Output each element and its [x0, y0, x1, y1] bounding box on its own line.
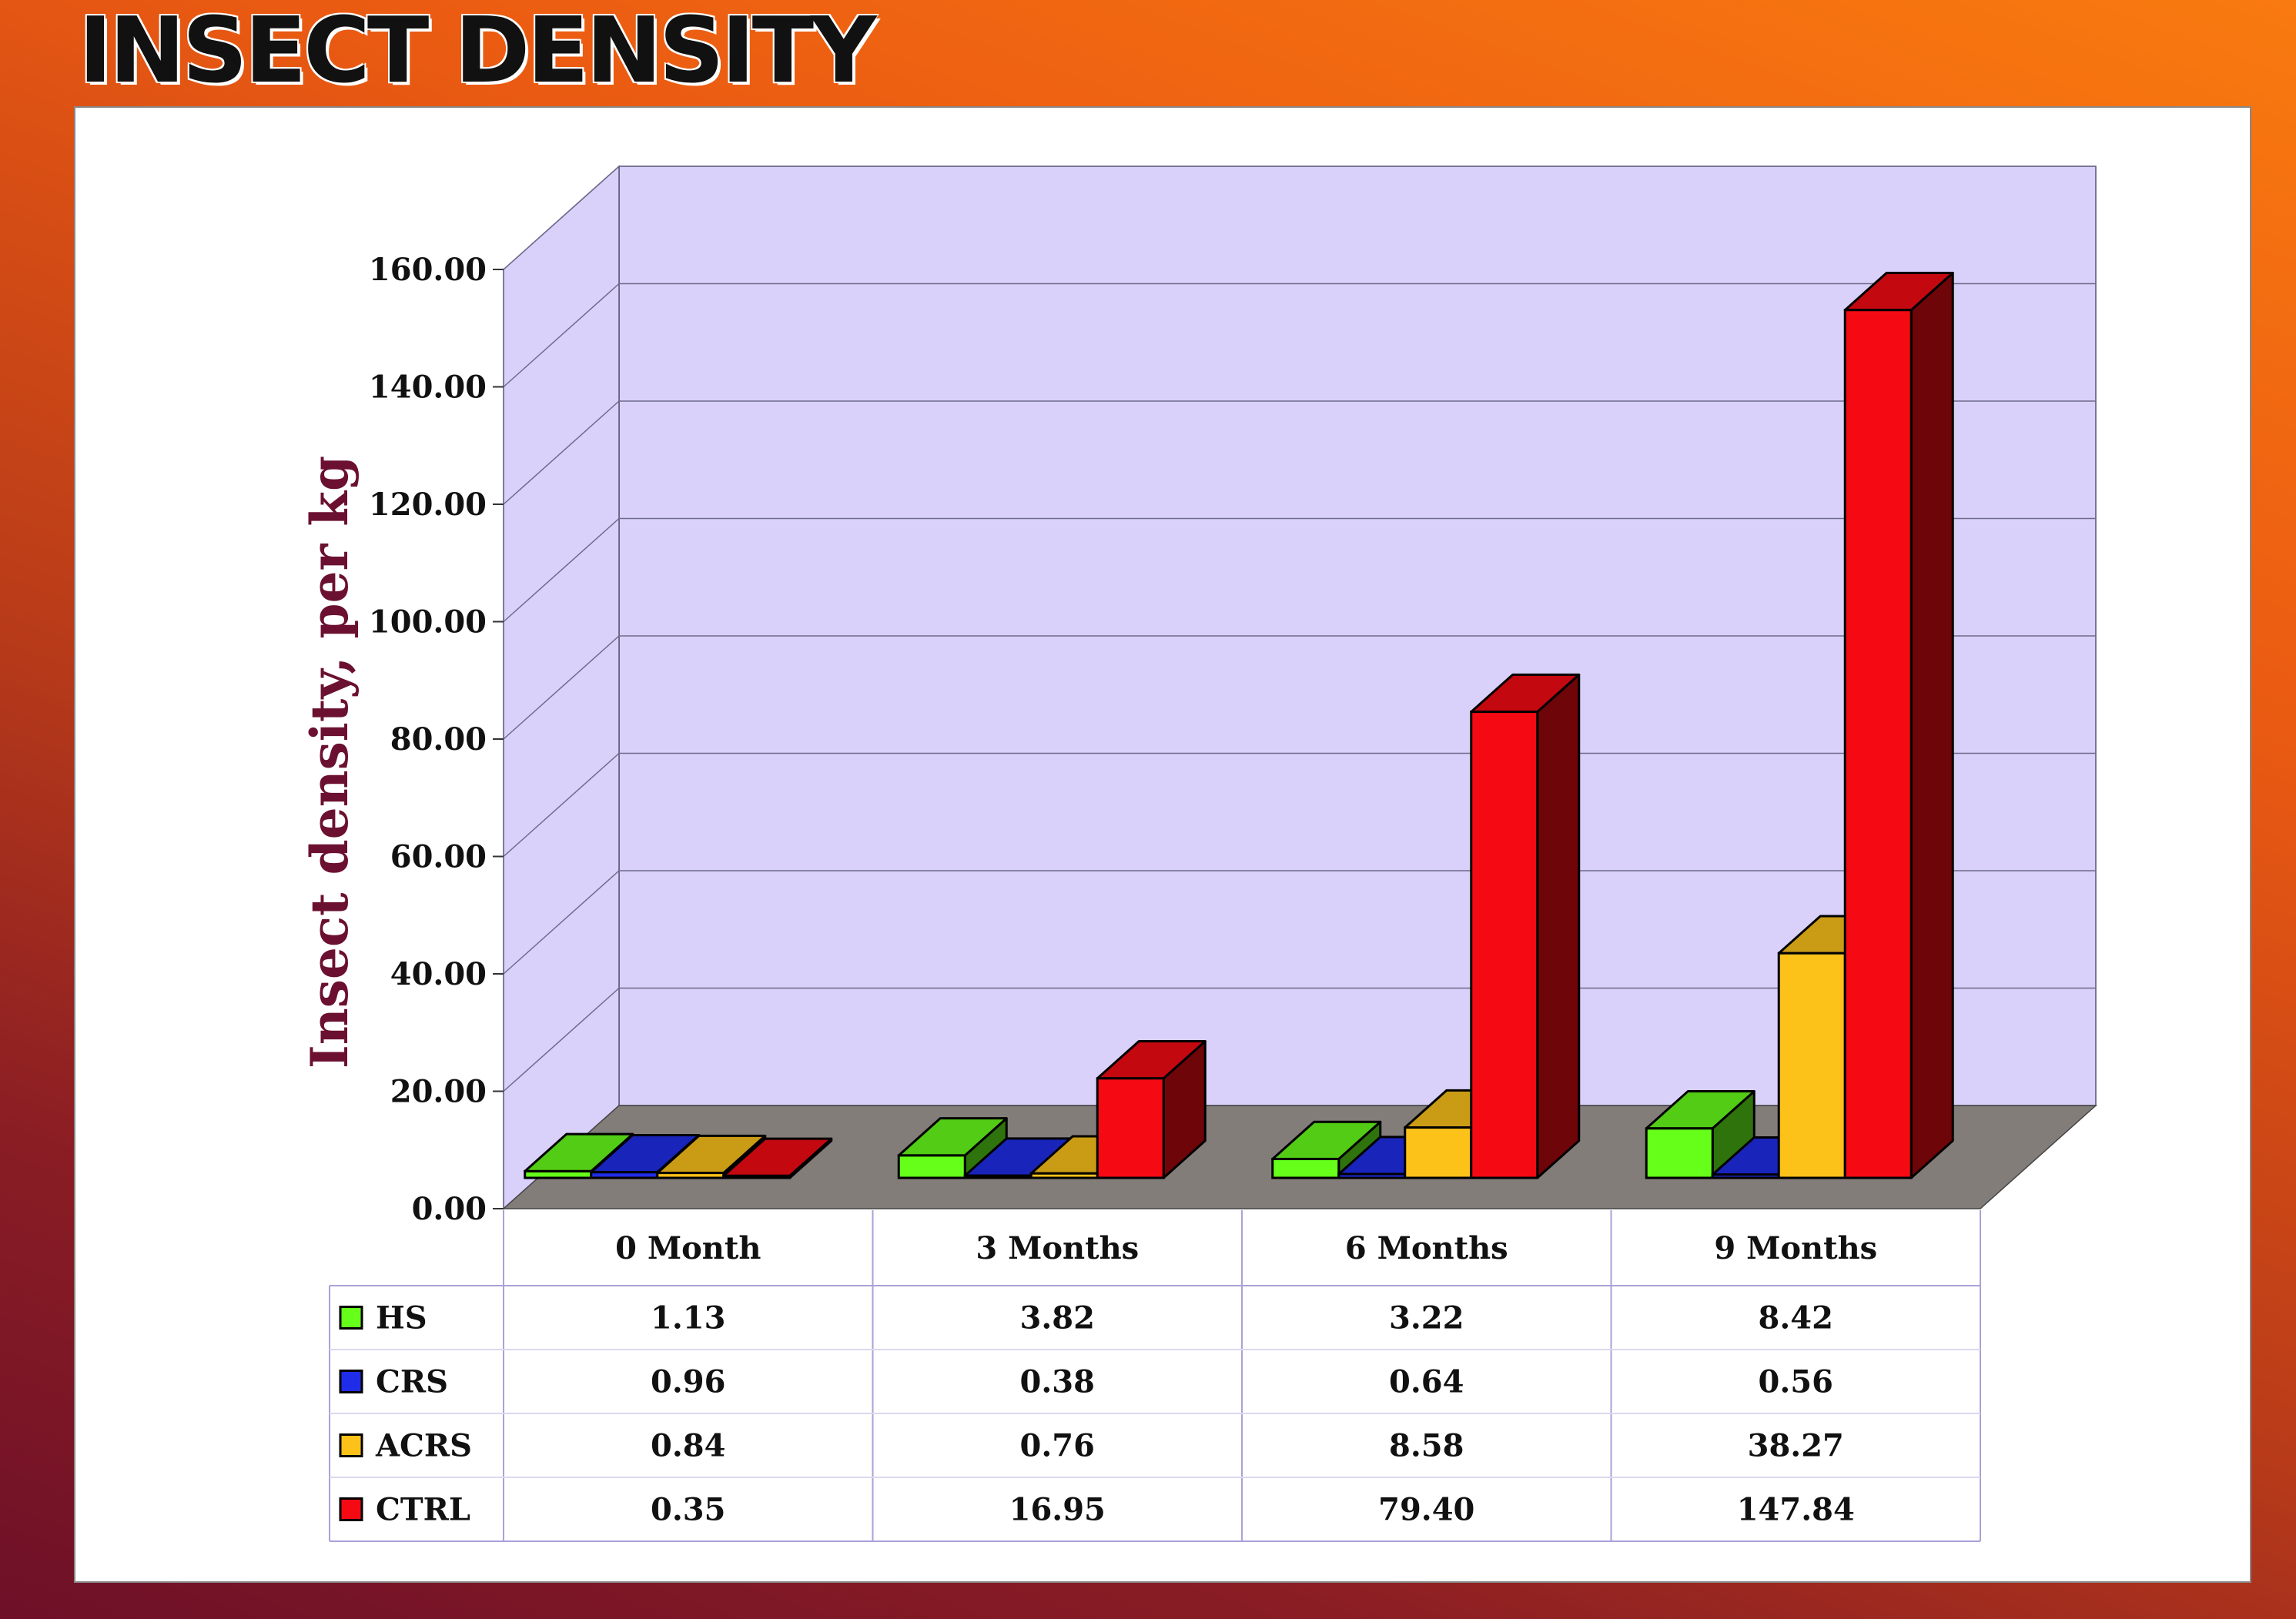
bar-front: [722, 1174, 792, 1179]
data-label: 0.76: [1020, 1428, 1095, 1464]
legend-swatch: [339, 1433, 363, 1457]
bar-front: [1029, 1172, 1099, 1179]
y-tick-label: 60.00: [390, 839, 487, 875]
bar-front: [524, 1169, 593, 1179]
x-category-label: 6 Months: [1345, 1230, 1508, 1266]
data-label: 16.95: [1009, 1492, 1106, 1528]
gridline-side: [503, 400, 620, 505]
gridline-side: [503, 870, 620, 975]
legend-swatch: [339, 1497, 363, 1521]
bar-hs: [1645, 1090, 1755, 1179]
data-label: 79.40: [1378, 1492, 1474, 1528]
legend-label: CRS: [376, 1364, 448, 1400]
data-table: 0 Month 3 Months 6 Months 9 Months HS 1.13 3.8…: [329, 1210, 1981, 1542]
bar-front: [656, 1172, 725, 1179]
data-label: 0.84: [651, 1428, 725, 1464]
data-label: 0.35: [651, 1492, 725, 1528]
bar-ctrl: [722, 1137, 833, 1179]
y-tick-label: 140.00: [369, 370, 487, 406]
gridline-side: [503, 517, 620, 623]
gridline-side: [503, 166, 620, 270]
chart-panel: 0.00 20.00 40.00 60.00 80.00 100.00 120.00 140.…: [74, 106, 2251, 1583]
data-label: 1.13: [651, 1300, 725, 1336]
y-tick-label: 100.00: [369, 604, 487, 641]
bar-front: [1777, 952, 1846, 1179]
bar-ctrl: [1096, 1040, 1207, 1179]
y-tick-label: 0.00: [412, 1191, 487, 1227]
bar-front: [1096, 1077, 1165, 1179]
bar-front: [1711, 1173, 1780, 1179]
y-tick-label: 40.00: [390, 956, 487, 992]
legend-label: ACRS: [375, 1428, 472, 1464]
bar-front: [1271, 1157, 1340, 1179]
gridline-side: [503, 987, 620, 1092]
chart-bars: [524, 271, 1954, 1179]
gridline-side: [503, 635, 620, 740]
bar-front: [1843, 309, 1913, 1179]
bar-front: [1404, 1126, 1473, 1179]
slide-title: INSECT DENSITY: [79, 0, 877, 103]
bar-front: [897, 1154, 966, 1179]
data-label: 8.58: [1389, 1428, 1464, 1464]
x-category-label: 0 Month: [615, 1230, 761, 1266]
gridline-side: [503, 752, 620, 858]
bar-front: [590, 1171, 659, 1179]
y-axis-ticks: 0.00 20.00 40.00 60.00 80.00 100.00 120.00 140.…: [369, 252, 504, 1227]
y-axis-label: Insect density, per kg: [300, 455, 360, 1069]
data-label: 147.84: [1737, 1492, 1855, 1528]
y-tick-label: 20.00: [390, 1074, 487, 1110]
bar-side: [1909, 271, 1954, 1179]
bar-hs: [897, 1117, 1008, 1179]
data-label: 3.22: [1389, 1300, 1464, 1336]
bar-side: [1536, 673, 1581, 1179]
data-label: 8.42: [1759, 1300, 1833, 1336]
y-tick-label: 160.00: [369, 252, 487, 288]
x-category-label: 9 Months: [1714, 1230, 1877, 1266]
chart-svg: 0.00 20.00 40.00 60.00 80.00 100.00 120.00 140.…: [329, 165, 2097, 1542]
data-label: 0.56: [1759, 1364, 1833, 1400]
data-label: 38.27: [1748, 1428, 1844, 1464]
x-category-label: 3 Months: [976, 1230, 1139, 1266]
y-tick-label: 80.00: [390, 721, 487, 758]
bar-hs: [1271, 1120, 1382, 1179]
legend-label: CTRL: [376, 1492, 470, 1528]
bar-front: [1337, 1172, 1407, 1179]
data-label: 0.96: [651, 1364, 725, 1400]
bar-ctrl: [1843, 271, 1954, 1179]
data-label: 0.38: [1020, 1364, 1095, 1400]
gridline-side: [503, 283, 620, 388]
bar-front: [963, 1174, 1033, 1179]
legend-label: HS: [376, 1300, 427, 1336]
bar-ctrl: [1470, 673, 1581, 1179]
legend-swatch: [339, 1306, 363, 1330]
data-label: 0.64: [1389, 1364, 1464, 1400]
legend-swatch: [339, 1370, 363, 1393]
y-tick-label: 120.00: [369, 487, 487, 523]
bar-front: [1470, 711, 1539, 1179]
bar-front: [1645, 1127, 1714, 1179]
data-label: 3.82: [1020, 1300, 1095, 1336]
